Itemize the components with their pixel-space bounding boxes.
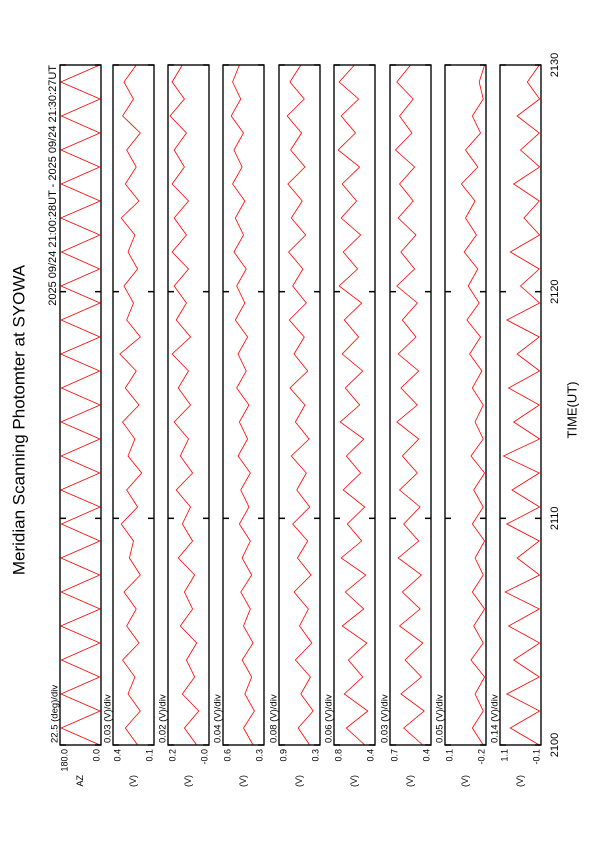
y-axis-label: (V) xyxy=(238,775,248,787)
y-axis-label: (V) xyxy=(405,775,415,787)
data-line xyxy=(286,64,314,746)
y-tick-label: 0.7 xyxy=(389,749,399,762)
panel-frame xyxy=(167,64,210,746)
x-tick-label: 2110 xyxy=(549,507,561,531)
panel-frame xyxy=(333,64,376,746)
y-axis-label: (V) xyxy=(128,775,138,787)
data-line xyxy=(460,64,486,746)
panel-border xyxy=(167,64,210,746)
y-tick-label: 0.9 xyxy=(278,749,288,762)
panel-frame xyxy=(389,64,432,746)
y-tick-label: 0.1 xyxy=(444,749,454,762)
y-tick-label: 0.4 xyxy=(421,749,431,762)
y-tick-label: -0.2 xyxy=(476,749,486,765)
scale-label: 0.06 (V)/div xyxy=(324,694,335,743)
panel-frame xyxy=(444,64,487,746)
scale-label: 22.5 (deg)/div xyxy=(50,685,61,743)
y-tick-label: 0.4 xyxy=(365,749,375,762)
y-axis-label: (V) xyxy=(515,775,525,787)
panel-frame xyxy=(278,64,321,746)
y-axis-label: (V) xyxy=(183,775,193,787)
y-tick-label: 1.1 xyxy=(499,749,509,762)
panel-border xyxy=(499,64,542,746)
scale-label: 0.05 (V)/div xyxy=(435,694,446,743)
data-line xyxy=(59,64,102,746)
scale-label: 0.14 (V)/div xyxy=(490,694,501,743)
panel-border xyxy=(333,64,376,746)
x-tick-label: 2120 xyxy=(549,279,561,303)
y-axis-label: (V) xyxy=(349,775,359,787)
panel-frame xyxy=(499,64,542,746)
data-line xyxy=(394,64,425,746)
x-tick-label: 2100 xyxy=(549,733,561,757)
scale-label: 0.04 (V)/div xyxy=(213,694,224,743)
data-line xyxy=(337,64,369,746)
y-axis-label: (V) xyxy=(294,775,304,787)
y-tick-label: 0.1 xyxy=(144,749,154,762)
y-tick-label: 0.6 xyxy=(222,749,232,762)
panel-frame xyxy=(112,64,155,746)
panel-border xyxy=(112,64,155,746)
panel-frame xyxy=(222,64,265,746)
chart-title: Meridian Scanning Photomter at SYOWA xyxy=(9,264,28,575)
y-tick-label: 180.0 xyxy=(59,749,69,772)
y-axis-label: AZ xyxy=(75,775,85,787)
x-tick-label: 2130 xyxy=(549,53,561,77)
y-tick-label: 0.8 xyxy=(333,749,343,762)
y-tick-label: 0.2 xyxy=(167,749,177,762)
y-tick-label: -0.0 xyxy=(199,749,209,765)
chart-subtitle: 2025 09/24 21:00:28UT - 2025 09/24 21:30… xyxy=(47,65,59,306)
panel-border xyxy=(444,64,487,746)
data-line xyxy=(502,64,541,746)
panel-border xyxy=(278,64,321,746)
data-line xyxy=(169,64,200,746)
data-line xyxy=(230,64,255,746)
y-tick-label: 0.3 xyxy=(254,749,264,762)
y-tick-label: -0.1 xyxy=(531,749,541,765)
y-axis-label: (V) xyxy=(460,775,470,787)
scale-label: 0.03 (V)/div xyxy=(103,694,114,743)
scale-label: 0.03 (V)/div xyxy=(380,694,391,743)
scale-label: 0.02 (V)/div xyxy=(158,694,169,743)
panel-border xyxy=(389,64,432,746)
x-axis-label: TIME(UT) xyxy=(564,381,579,438)
data-line xyxy=(119,64,143,746)
y-tick-label: 0.0 xyxy=(91,749,101,762)
panel-border xyxy=(59,64,102,746)
panel-border xyxy=(222,64,265,746)
rotated-plot: Meridian Scanning Photomter at SYOWA 202… xyxy=(9,53,579,787)
y-tick-label: 0.3 xyxy=(310,749,320,762)
scale-label: 0.08 (V)/div xyxy=(269,694,280,743)
panel-frame xyxy=(59,64,102,746)
y-tick-label: 0.4 xyxy=(112,749,122,762)
